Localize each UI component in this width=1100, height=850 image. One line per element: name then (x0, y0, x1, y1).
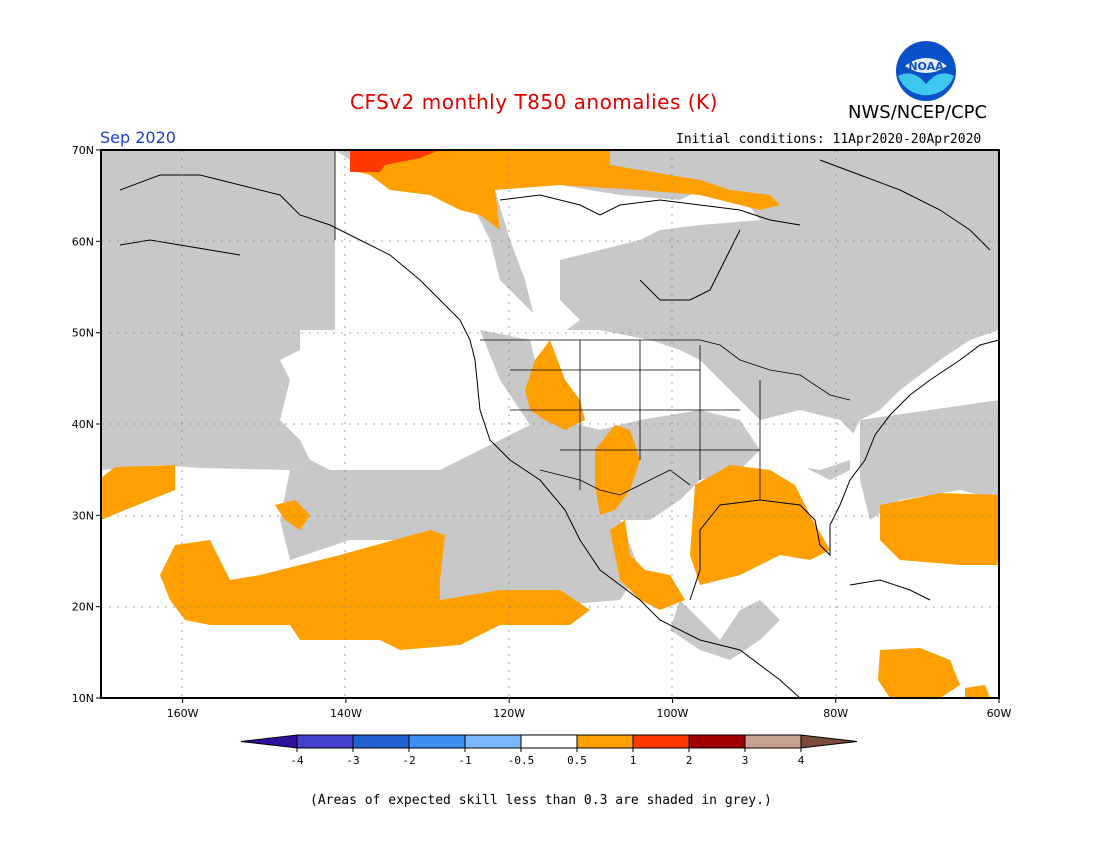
gridlines (101, 150, 999, 698)
grey-east-canada (700, 220, 780, 280)
lat-tick-label-30n: 30N (72, 509, 94, 522)
grey-atlantic (860, 400, 999, 520)
colorbar-box (744, 734, 802, 749)
warm-west-pacific (101, 465, 175, 520)
colorbar-arrow-left (240, 734, 298, 749)
lat-tick-label-40n: 40N (72, 418, 94, 431)
lat-tick-label-10n: 10N (72, 692, 94, 705)
lon-tick-label-140w: 140W (330, 707, 362, 720)
warm-caribbean (878, 648, 960, 698)
grey-north-pacific (101, 150, 335, 470)
colorbar-box (632, 734, 690, 749)
coast-cuba (849, 579, 931, 601)
colorbar-box (688, 734, 746, 749)
coast-greenland (819, 159, 991, 251)
lat-tick-label-70n: 70N (72, 144, 94, 157)
hot-anomaly-arctic (350, 150, 440, 172)
colorbar-box (352, 734, 410, 749)
warm-rockies (525, 340, 585, 430)
colorbar-label: 3 (742, 754, 749, 767)
colorbar-box (408, 734, 466, 749)
lon-tick-label-120w: 120W (493, 707, 525, 720)
warm-small-patch (275, 500, 310, 530)
organization-label: NWS/NCEP/CPC (848, 102, 988, 123)
grey-caribbean (670, 600, 780, 660)
warm-mexico (610, 520, 685, 610)
lon-tick-label-100w: 100W (657, 707, 689, 720)
colorbar-label: -4 (290, 754, 304, 767)
lat-tick-label-60n: 60N (72, 235, 94, 248)
borders (334, 150, 851, 500)
colorbar-label: -1 (458, 754, 471, 767)
warm-atlantic (880, 493, 999, 565)
colorbar-label: -2 (402, 754, 415, 767)
coast-aleutians (119, 239, 241, 256)
grey-north-america (335, 150, 999, 480)
warm-small-east (965, 685, 990, 698)
lat-tick-label-50n: 50N (72, 327, 94, 340)
warm-gulf (690, 465, 830, 585)
grey-southwest (480, 330, 760, 520)
colorbar-box (464, 734, 522, 749)
colorbar-box (576, 734, 634, 749)
lon-tick-label-160w: 160W (167, 707, 199, 720)
colorbar: -4 -3 -2 -1 -0.5 0.5 1 2 3 4 (240, 734, 858, 767)
lon-tick-label-60w: 60W (987, 707, 1012, 720)
noaa-logo: NOAA (895, 40, 957, 106)
colorbar-label: 0.5 (567, 754, 587, 767)
colorbar-label: 4 (798, 754, 805, 767)
month-label: Sep 2020 (100, 128, 176, 147)
warm-anomalies (101, 150, 999, 698)
chart-title: CFSv2 monthly T850 anomalies (K) (350, 90, 718, 114)
grey-central-pacific (280, 420, 640, 605)
colorbar-label: -0.5 (508, 754, 535, 767)
colorbar-label: -3 (346, 754, 359, 767)
coast-arctic (499, 194, 801, 226)
colorbar-box (296, 734, 354, 749)
lon-tick-label-80w: 80W (823, 707, 848, 720)
state-lines (510, 340, 761, 500)
colorbar-label: 1 (630, 754, 637, 767)
coast-gulf-mexico (689, 339, 1000, 601)
lat-ticks: 10N 20N 30N 40N 50N 60N 70N (72, 144, 101, 705)
lat-tick-label-20n: 20N (72, 601, 94, 614)
colorbar-label: 2 (686, 754, 693, 767)
border-us-canada (480, 339, 851, 401)
warm-hawaii-band (160, 530, 590, 650)
noaa-logo-text: NOAA (908, 60, 944, 73)
neutral-east-us (760, 410, 860, 470)
warm-southwest (595, 425, 640, 515)
colorbar-box (520, 734, 578, 749)
coast-hudson (639, 229, 741, 301)
warm-arctic (350, 150, 780, 230)
low-skill-shading (101, 150, 999, 660)
lon-ticks: 160W 140W 120W 100W 80W 60W (167, 698, 1012, 720)
colorbar-arrow-right (800, 734, 858, 749)
neutral-canada (495, 185, 760, 335)
grey-hudson (560, 240, 660, 300)
skill-footnote: (Areas of expected skill less than 0.3 a… (310, 793, 772, 808)
initial-conditions-label: Initial conditions: 11Apr2020-20Apr2020 (676, 132, 982, 147)
